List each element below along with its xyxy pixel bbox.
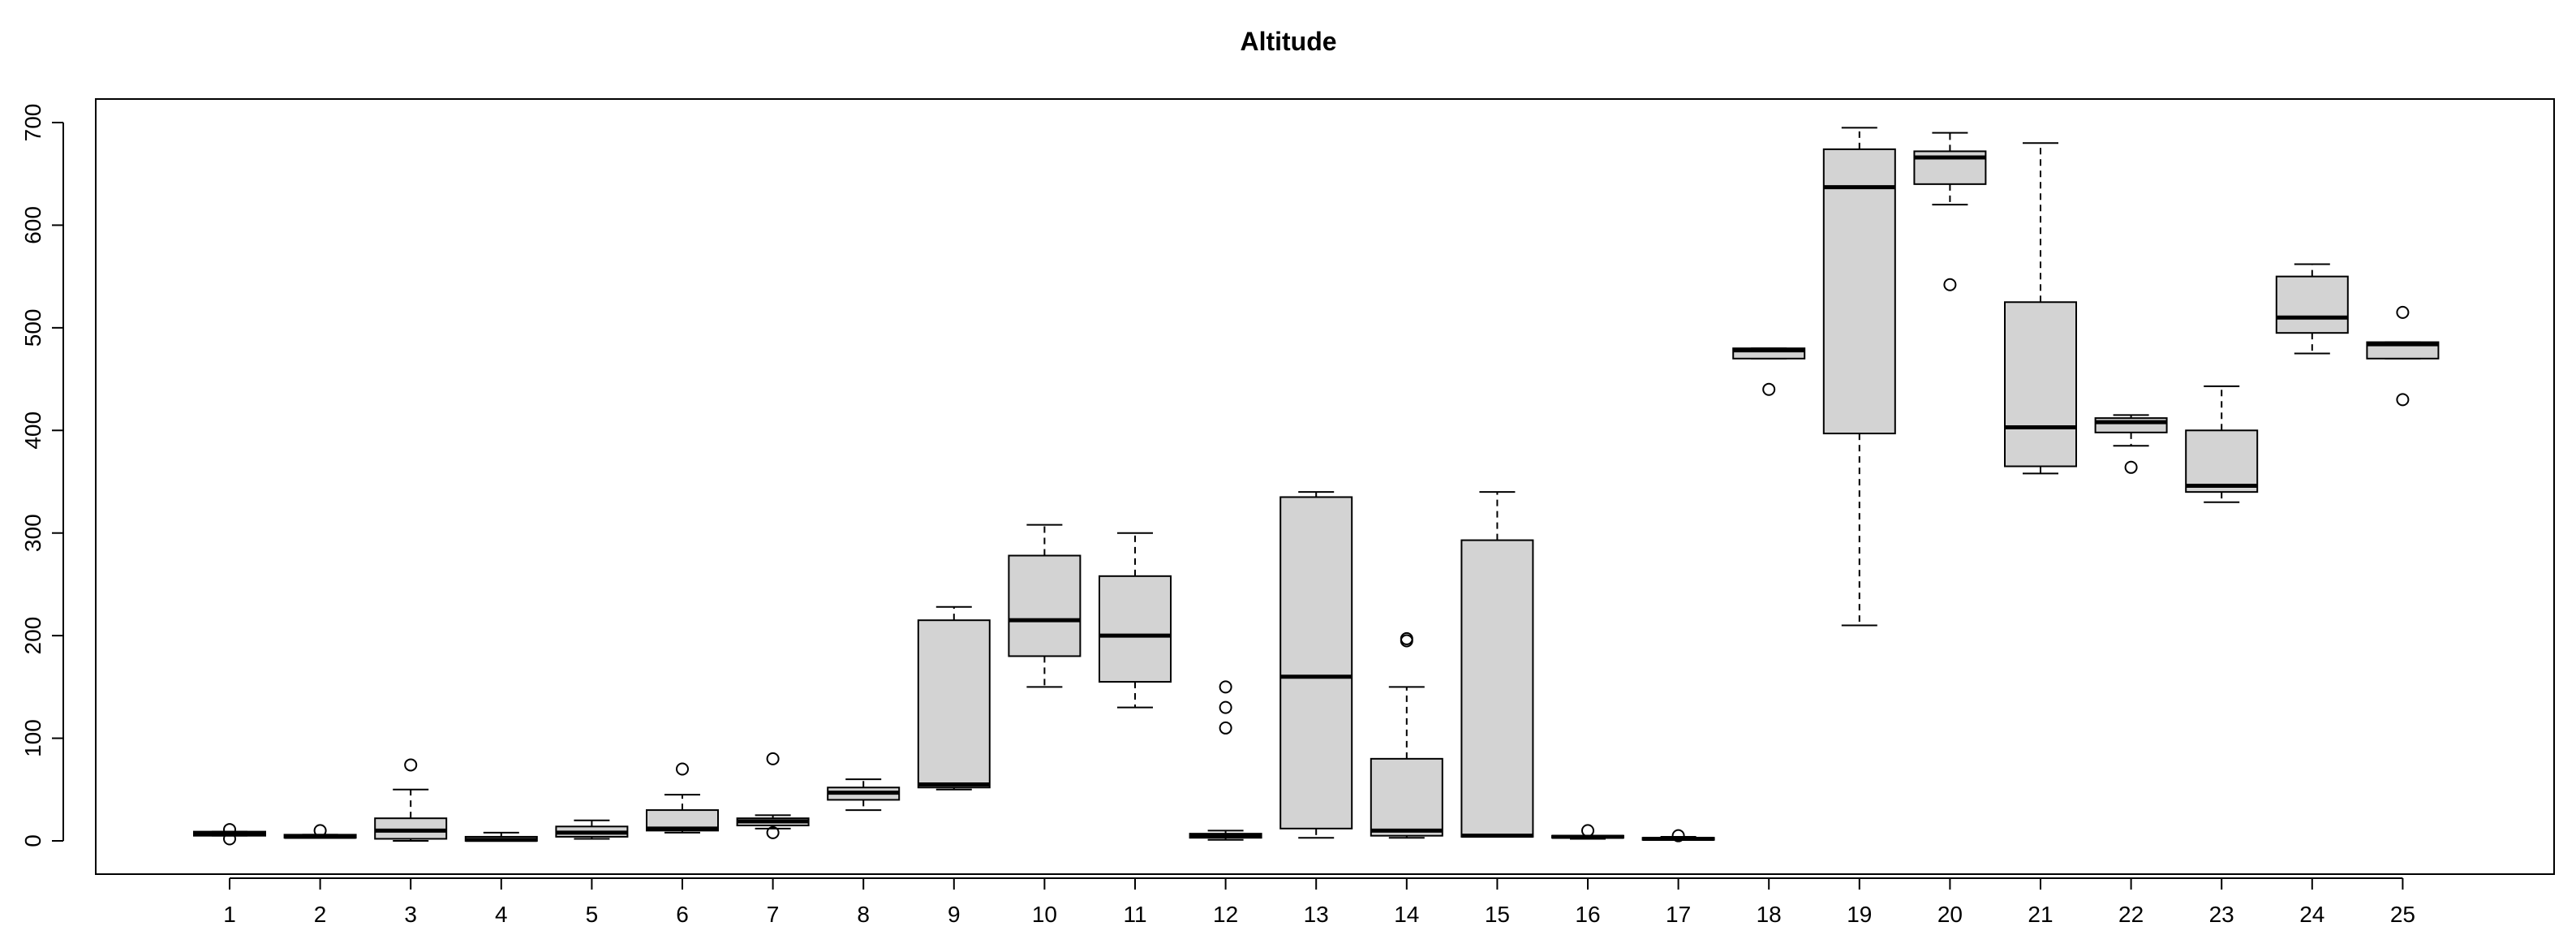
outlier-point — [676, 762, 689, 776]
box-body — [1370, 757, 1443, 837]
y-tick-label: 100 — [20, 719, 45, 757]
y-tick-label: 400 — [20, 412, 45, 450]
boxes-group — [193, 127, 2440, 846]
box-21 — [2004, 142, 2077, 475]
x-tick-label: 22 — [2118, 902, 2144, 927]
box-7 — [736, 752, 810, 839]
x-tick-label: 19 — [1847, 902, 1872, 927]
box-5 — [555, 819, 629, 840]
box-23 — [2185, 385, 2259, 503]
box-16 — [1551, 824, 1624, 840]
x-tick-label: 4 — [495, 902, 508, 927]
x-tick-label: 2 — [314, 902, 327, 927]
box-10 — [1008, 524, 1082, 688]
box-body — [1822, 148, 1896, 435]
outlier-point — [2396, 393, 2410, 407]
x-tick-label: 20 — [1937, 902, 1963, 927]
outlier-point — [1943, 278, 1957, 291]
box-17 — [1641, 829, 1715, 842]
outlier-point — [223, 832, 236, 846]
x-tick-label: 1 — [223, 902, 236, 927]
box-9 — [917, 605, 991, 791]
y-axis: 0 100 200 300 400 500 600 700 — [20, 104, 64, 847]
box-6 — [646, 762, 719, 834]
box-body — [1279, 496, 1353, 830]
box-3 — [374, 758, 448, 842]
x-tick-label: 7 — [767, 902, 780, 927]
chart-title: Altitude — [1240, 27, 1336, 56]
box-13 — [1279, 491, 1353, 839]
box-20 — [1913, 131, 1987, 291]
x-tick-label: 5 — [586, 902, 599, 927]
x-tick-label: 11 — [1123, 902, 1146, 927]
outlier-point — [1400, 631, 1413, 645]
x-tick-label: 16 — [1575, 902, 1600, 927]
box-24 — [2275, 263, 2349, 355]
outlier-point — [1762, 382, 1776, 396]
outlier-point — [1219, 680, 1232, 694]
x-tick-label: 9 — [948, 902, 961, 927]
y-tick-label: 300 — [20, 514, 45, 552]
box-body — [1008, 554, 1082, 657]
outlier-point — [1219, 700, 1232, 714]
box-8 — [827, 778, 901, 812]
x-tick-label: 13 — [1304, 902, 1329, 927]
outlier-point — [1219, 721, 1232, 735]
box-22 — [2094, 414, 2168, 474]
outlier-point — [1581, 824, 1594, 838]
x-tick-label: 18 — [1757, 902, 1782, 927]
x-tick-label: 14 — [1394, 902, 1419, 927]
outlier-point — [2124, 460, 2138, 474]
x-tick-label: 23 — [2209, 902, 2234, 927]
x-tick-label: 15 — [1485, 902, 1510, 927]
box-19 — [1822, 127, 1896, 627]
box-body — [2004, 301, 2077, 468]
box-body — [2275, 275, 2349, 334]
box-body — [2185, 429, 2259, 493]
outlier-point — [766, 825, 780, 839]
box-body — [917, 619, 991, 789]
box-body — [1099, 575, 1172, 683]
x-tick-label: 21 — [2028, 902, 2053, 927]
outlier-point — [223, 823, 236, 837]
x-tick-label: 3 — [404, 902, 417, 927]
box-25 — [2366, 305, 2440, 407]
box-14 — [1370, 631, 1443, 839]
y-tick-label: 500 — [20, 308, 45, 347]
box-body — [374, 817, 448, 840]
plot-frame — [95, 98, 2555, 875]
y-tick-label: 700 — [20, 104, 45, 142]
x-axis: 1 2 3 4 5 6 7 8 9 10 11 12 13 14 15 16 17 18 19 20 21 22 23 24 2… — [223, 877, 2415, 927]
x-tick-label: 8 — [857, 902, 870, 927]
box-12 — [1189, 680, 1262, 841]
x-tick-label: 17 — [1666, 902, 1691, 927]
box-body — [1460, 539, 1534, 838]
y-tick-label: 600 — [20, 206, 45, 244]
box-15 — [1460, 491, 1534, 838]
outlier-point — [404, 758, 418, 772]
x-tick-label: 6 — [676, 902, 689, 927]
x-tick-label: 10 — [1032, 902, 1057, 927]
outlier-point — [766, 752, 780, 765]
box-2 — [283, 824, 357, 839]
box-1 — [193, 823, 266, 846]
box-body — [2366, 341, 2440, 360]
box-11 — [1099, 532, 1172, 709]
x-tick-label: 25 — [2390, 902, 2415, 927]
y-tick-label: 0 — [20, 834, 45, 847]
x-tick-label: 12 — [1213, 902, 1238, 927]
box-18 — [1732, 347, 1806, 396]
y-tick-label: 200 — [20, 617, 45, 655]
box-4 — [464, 831, 538, 842]
outlier-point — [1671, 829, 1685, 842]
outlier-point — [313, 824, 327, 838]
x-tick-label: 24 — [2299, 902, 2324, 927]
outlier-point — [2396, 305, 2410, 319]
